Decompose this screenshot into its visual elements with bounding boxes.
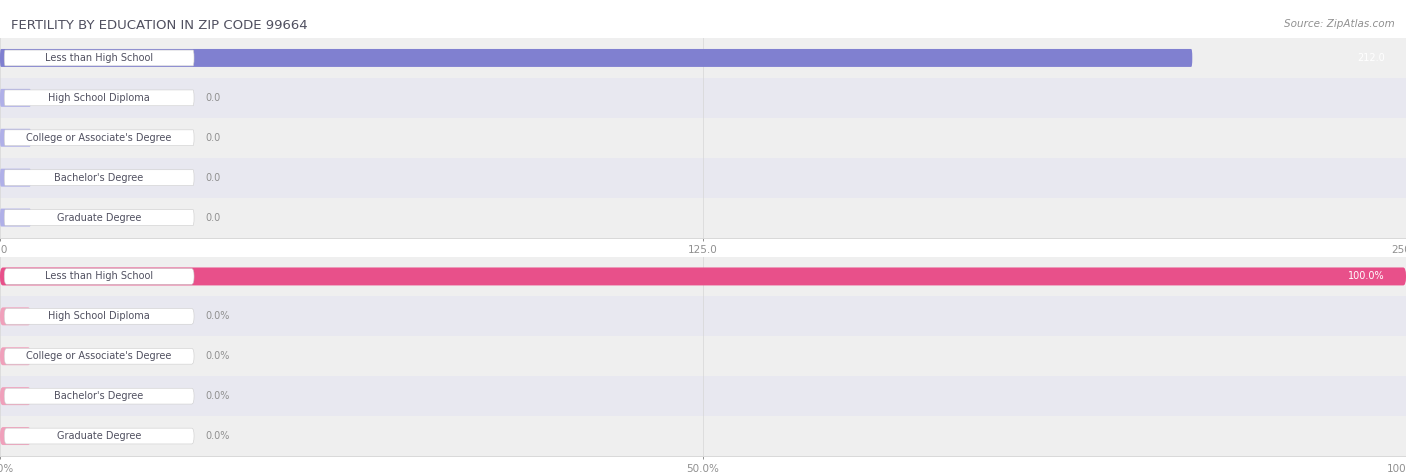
FancyBboxPatch shape — [0, 129, 31, 147]
Text: 212.0: 212.0 — [1357, 53, 1385, 63]
FancyBboxPatch shape — [4, 50, 194, 66]
FancyBboxPatch shape — [0, 169, 31, 187]
Text: Graduate Degree: Graduate Degree — [56, 212, 142, 223]
Text: 0.0: 0.0 — [205, 212, 221, 223]
Text: Bachelor's Degree: Bachelor's Degree — [55, 172, 143, 183]
FancyBboxPatch shape — [4, 388, 194, 404]
FancyBboxPatch shape — [4, 209, 194, 226]
FancyBboxPatch shape — [0, 307, 31, 325]
Text: 0.0%: 0.0% — [205, 311, 229, 322]
FancyBboxPatch shape — [0, 49, 1192, 67]
Text: High School Diploma: High School Diploma — [48, 311, 150, 322]
Text: 0.0%: 0.0% — [205, 431, 229, 441]
FancyBboxPatch shape — [0, 427, 31, 445]
Text: FERTILITY BY EDUCATION IN ZIP CODE 99664: FERTILITY BY EDUCATION IN ZIP CODE 99664 — [11, 19, 308, 32]
Bar — [0, 198, 1406, 238]
Text: Less than High School: Less than High School — [45, 271, 153, 282]
FancyBboxPatch shape — [0, 209, 31, 227]
Text: 100.0%: 100.0% — [1348, 271, 1385, 282]
Text: High School Diploma: High School Diploma — [48, 93, 150, 103]
Bar — [0, 376, 1406, 416]
Bar — [0, 416, 1406, 456]
FancyBboxPatch shape — [4, 428, 194, 444]
Text: 0.0%: 0.0% — [205, 391, 229, 401]
FancyBboxPatch shape — [0, 267, 1406, 285]
FancyBboxPatch shape — [0, 89, 31, 107]
FancyBboxPatch shape — [4, 90, 194, 106]
Bar — [0, 296, 1406, 336]
FancyBboxPatch shape — [4, 308, 194, 324]
Bar — [0, 78, 1406, 118]
Text: 0.0: 0.0 — [205, 93, 221, 103]
Text: Source: ZipAtlas.com: Source: ZipAtlas.com — [1284, 19, 1395, 29]
FancyBboxPatch shape — [4, 348, 194, 364]
Text: 0.0%: 0.0% — [205, 351, 229, 361]
FancyBboxPatch shape — [0, 387, 31, 405]
Bar — [0, 38, 1406, 78]
Bar — [0, 118, 1406, 158]
Bar — [0, 256, 1406, 296]
Bar — [0, 158, 1406, 198]
Text: 0.0: 0.0 — [205, 172, 221, 183]
Text: Bachelor's Degree: Bachelor's Degree — [55, 391, 143, 401]
Text: 0.0: 0.0 — [205, 133, 221, 143]
FancyBboxPatch shape — [4, 170, 194, 186]
FancyBboxPatch shape — [0, 347, 31, 365]
Bar — [0, 336, 1406, 376]
Text: Less than High School: Less than High School — [45, 53, 153, 63]
Text: Graduate Degree: Graduate Degree — [56, 431, 142, 441]
Text: College or Associate's Degree: College or Associate's Degree — [27, 133, 172, 143]
FancyBboxPatch shape — [4, 268, 194, 285]
FancyBboxPatch shape — [4, 130, 194, 146]
Text: College or Associate's Degree: College or Associate's Degree — [27, 351, 172, 361]
